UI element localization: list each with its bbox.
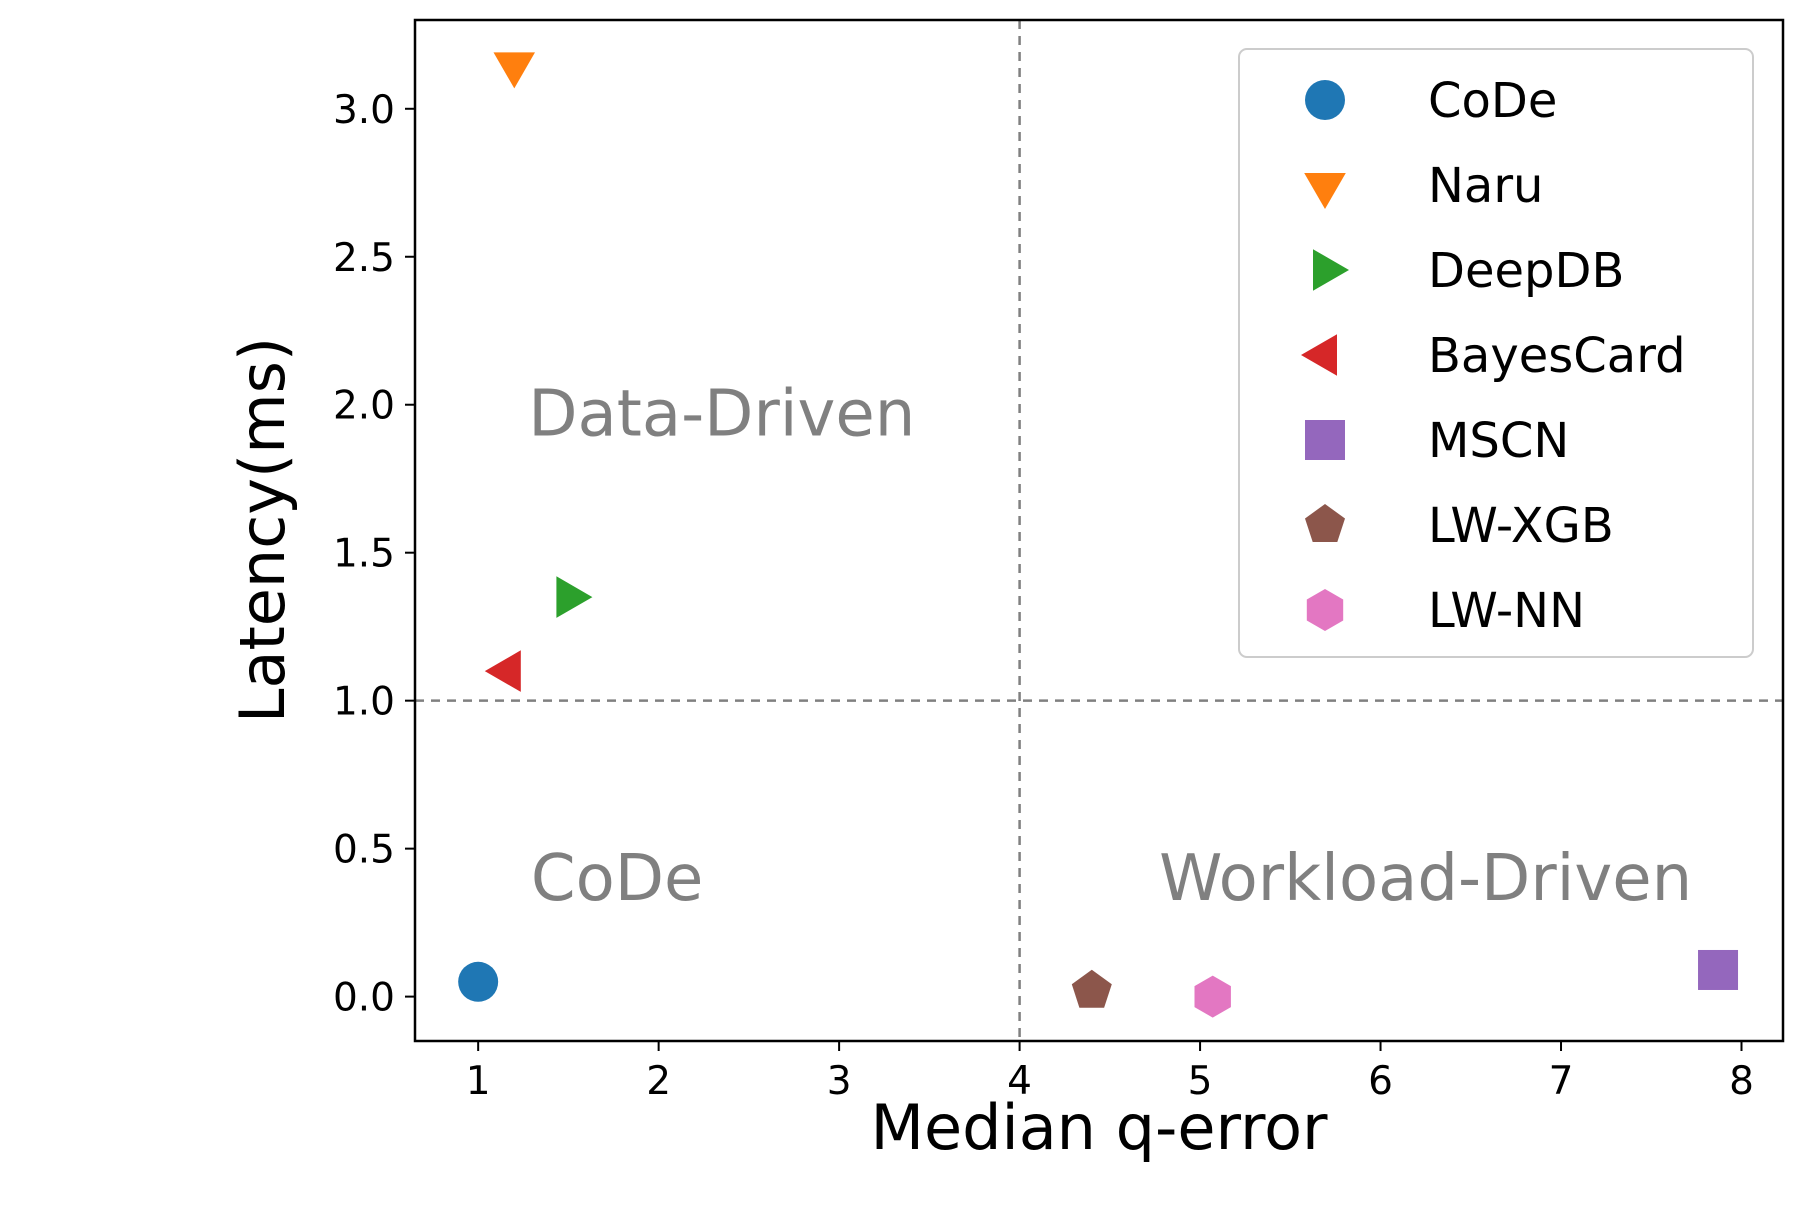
x-tick-label: 5 <box>1188 1059 1213 1104</box>
legend-label-lw-nn: LW-NN <box>1428 583 1585 639</box>
legend-marker-deepdb <box>1313 249 1349 291</box>
legend-label-naru: Naru <box>1428 158 1543 214</box>
legend-marker-mscn <box>1305 420 1345 460</box>
legend-label-lw-xgb: LW-XGB <box>1428 498 1614 554</box>
x-tick-label: 7 <box>1549 1059 1574 1104</box>
x-tick-label: 4 <box>1007 1059 1032 1104</box>
plot-frame <box>413 18 1785 1043</box>
reference-lines <box>415 20 1783 1041</box>
y-tick-label: 0.5 <box>333 828 395 873</box>
y-tick-label: 1.0 <box>333 680 395 725</box>
data-markers <box>458 52 1739 1018</box>
x-tick-label: 1 <box>466 1059 491 1104</box>
region-labels: Data-Driven CoDe Workload-Driven <box>528 378 1692 917</box>
legend-marker-code <box>1305 80 1345 120</box>
legend-marker-naru <box>1304 173 1346 209</box>
data-point-naru <box>493 52 535 89</box>
data-point-lw-xgb <box>1071 969 1112 1008</box>
y-axis-ticks: 0.0 0.5 1.0 1.5 2.0 2.5 3.0 <box>333 88 415 1021</box>
region-label-code: CoDe <box>531 842 704 916</box>
x-tick-label: 8 <box>1729 1059 1754 1104</box>
data-point-deepdb <box>556 576 593 618</box>
legend-label-deepdb: DeepDB <box>1428 243 1624 299</box>
y-tick-label: 2.5 <box>333 236 395 281</box>
y-axis-title: Latency(ms) <box>226 337 299 723</box>
legend-marker-lw-nn <box>1306 589 1344 631</box>
region-label-data-driven: Data-Driven <box>528 378 915 452</box>
x-tick-label: 6 <box>1368 1059 1393 1104</box>
legend-label-mscn: MSCN <box>1428 413 1569 469</box>
x-axis-title: Median q-error <box>870 1091 1328 1164</box>
legend-label-bayescard: BayesCard <box>1428 328 1686 384</box>
legend-label-code: CoDe <box>1428 73 1557 129</box>
x-tick-label: 3 <box>827 1059 852 1104</box>
y-tick-label: 2.0 <box>333 384 395 429</box>
legend-frame <box>1238 48 1754 658</box>
y-tick-label: 0.0 <box>333 976 395 1021</box>
legend-marker-lw-xgb <box>1305 504 1345 542</box>
legend: CoDe Naru DeepDB BayesCard MSCN LW-XGB LW-NN <box>1238 48 1754 658</box>
legend-marker-bayescard <box>1301 334 1337 376</box>
data-point-code <box>458 961 499 1002</box>
y-tick-label: 3.0 <box>333 88 395 133</box>
region-label-workload-driven: Workload-Driven <box>1159 842 1692 916</box>
x-tick-label: 2 <box>646 1059 671 1104</box>
y-tick-label: 1.5 <box>333 532 395 577</box>
x-axis-ticks: 1 2 3 4 5 6 7 8 <box>466 1041 1754 1104</box>
data-point-bayescard <box>484 650 521 692</box>
data-point-mscn <box>1698 949 1739 990</box>
data-point-lw-nn <box>1194 975 1231 1018</box>
